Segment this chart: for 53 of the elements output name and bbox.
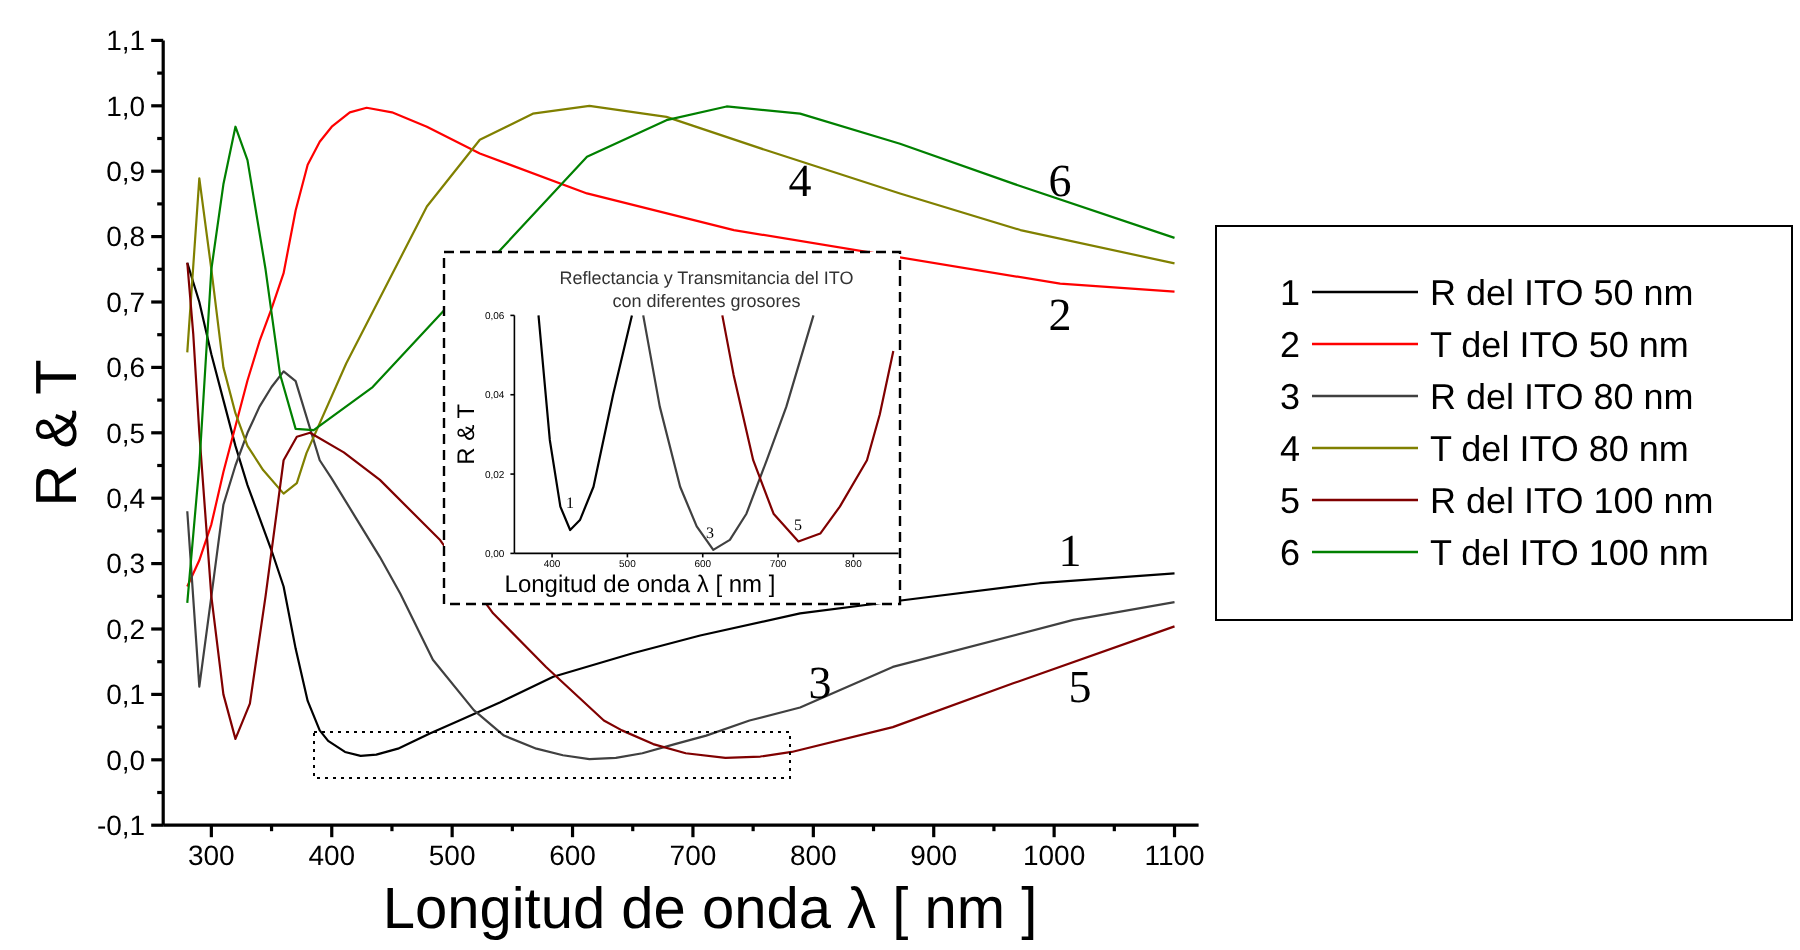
legend-label: T del ITO 100 nm <box>1430 532 1709 573</box>
text: 4 <box>1279 428 1300 469</box>
x-tick-label: 700 <box>669 839 717 872</box>
y-axis-title: R & T <box>26 358 90 507</box>
line-series <box>186 370 1176 761</box>
text: 5 <box>1279 480 1300 521</box>
x-tick-label: 600 <box>549 839 597 872</box>
x-axis-title: Longitud de onda λ [ nm ] <box>504 570 776 598</box>
annotation: 4 <box>788 156 813 207</box>
y-tick-label: 0,4 <box>106 482 146 514</box>
y-tick-label: 0,9 <box>106 155 146 187</box>
y-tick-label: 0,7 <box>106 285 146 318</box>
annotation: 3 <box>706 523 714 542</box>
x-axis-title: Longitud de onda λ [ nm ] <box>382 878 1038 942</box>
y-tick-label: 0,1 <box>106 678 146 711</box>
y-tick-label: 0,2 <box>106 612 146 645</box>
text: 1 <box>1279 272 1300 313</box>
annotation: 1 <box>1058 526 1082 577</box>
x-tick-label: 900 <box>910 839 958 872</box>
text: 6 <box>1279 532 1300 573</box>
y-tick-label: 0,0 <box>106 743 146 776</box>
y-tick-label: -0,1 <box>96 809 146 841</box>
y-tick-label: 0,6 <box>106 351 146 384</box>
x-tick-label: 800 <box>789 839 838 872</box>
legend-label: R del ITO 100 nm <box>1430 480 1714 521</box>
x-tick-label: 1100 <box>1144 839 1206 872</box>
chart-title: Reflectancia y Transmitancia del ITO con diferentes grosores <box>559 268 854 311</box>
annotation: 5 <box>1068 662 1092 713</box>
annotation: 5 <box>794 515 802 534</box>
y-tick-label: 0,8 <box>106 220 146 253</box>
legend-label: T del ITO 50 nm <box>1430 324 1689 365</box>
legend-label: R del ITO 80 nm <box>1430 376 1694 417</box>
y-tick-label: 1,0 <box>106 89 146 122</box>
y-tick-label: 0,3 <box>106 547 146 580</box>
x-tick-label: 1000 <box>1022 839 1086 872</box>
text: 3 <box>1279 376 1300 417</box>
legend-label: R del ITO 50 nm <box>1430 272 1694 313</box>
annotation: 2 <box>1048 290 1072 341</box>
annotation: 6 <box>1048 156 1072 207</box>
text: 2 <box>1279 324 1300 365</box>
line-series <box>537 314 634 532</box>
line-series <box>186 104 1176 495</box>
line-series <box>721 314 895 543</box>
x-tick-label: 300 <box>188 839 236 872</box>
annotation: 3 <box>808 658 832 709</box>
x-tick-label: 400 <box>308 839 356 872</box>
annotation: 1 <box>566 493 574 512</box>
legend-label: T del ITO 80 nm <box>1430 428 1689 469</box>
x-tick-label: 500 <box>428 839 476 872</box>
line-series <box>642 314 815 551</box>
y-tick-label: 1,1 <box>106 24 146 57</box>
y-tick-label: 0,5 <box>106 416 146 449</box>
y-axis-title: R & T <box>452 402 480 465</box>
